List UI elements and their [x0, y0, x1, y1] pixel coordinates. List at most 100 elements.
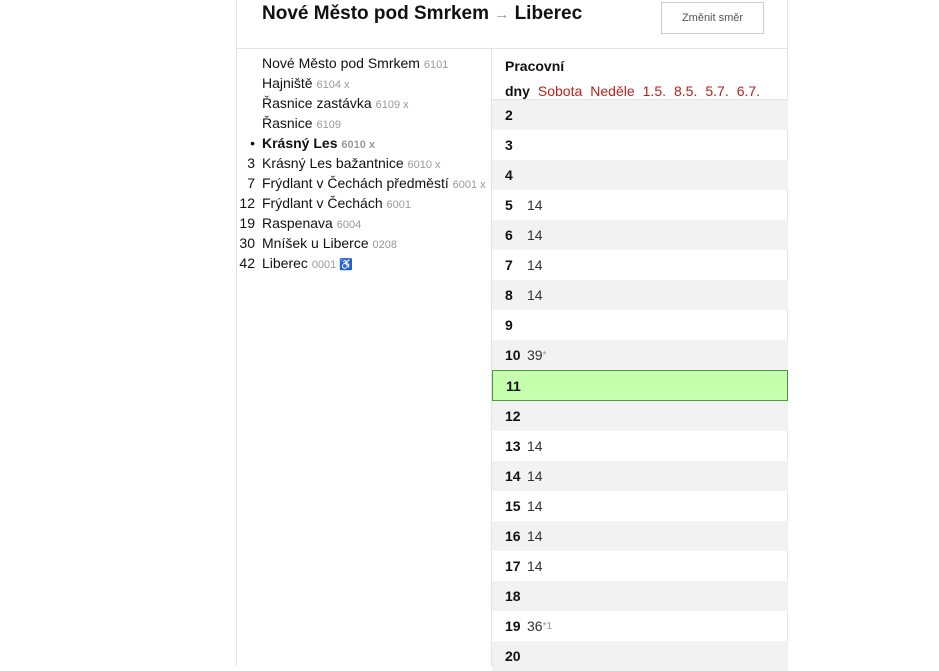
departure-minute[interactable]: 14 [527, 528, 543, 544]
stop-code: 6001 [386, 199, 411, 211]
departure-minute[interactable]: 14 [527, 287, 543, 303]
departure-minute[interactable]: 14 [527, 227, 543, 243]
stop-label: Krásný Les 6010 x [262, 134, 375, 154]
footnote-mark: *1 [542, 620, 553, 632]
hour: 2 [505, 107, 513, 123]
stop-item[interactable]: 7 Frýdlant v Čechách předměstí 6001 x [237, 174, 491, 194]
arrow-icon: → [494, 6, 510, 23]
stop-code: 6109 x [375, 99, 409, 111]
hour: 17 [505, 558, 521, 574]
hour-row: 10 39 * [492, 340, 788, 370]
stop-item[interactable]: Hajniště 6104 x [237, 74, 491, 94]
day-tabs: Pracovní dny Sobota Neděle 1.5. 8.5. 5.7. 6.7. [492, 49, 788, 100]
hour: 15 [505, 498, 521, 514]
stop-item[interactable]: • Krásný Les 6010 x [237, 134, 491, 154]
hour: 3 [505, 137, 513, 153]
stop-minutes: 12 [239, 195, 255, 211]
departure-minute[interactable]: 14 [527, 197, 543, 213]
stop-label: Řasnice zastávka 6109 x [262, 94, 409, 114]
hour: 11 [506, 377, 521, 394]
stop-code: 6109 [316, 119, 341, 131]
hour-row: 15 14 [492, 491, 788, 521]
stop-label: Krásný Les bažantnice 6010 x [262, 154, 441, 174]
departure-minute[interactable]: 39 [527, 347, 543, 363]
stop-label: Liberec 0001 ♿ [262, 254, 353, 274]
day-tab[interactable]: 6.7. [736, 83, 761, 99]
stop-label: Řasnice 6109 [262, 114, 341, 134]
stop-code: 6001 x [452, 179, 486, 191]
stop-minutes: 42 [239, 255, 255, 271]
hour-row: 20 [492, 641, 788, 671]
destination: Liberec [514, 3, 583, 24]
stop-minutes [237, 94, 262, 114]
hour-row: 6 14 [492, 220, 788, 250]
stop-name: Raspenava [262, 215, 333, 231]
stop-name: Hajniště [262, 75, 313, 91]
stop-label: Mníšek u Liberce 0208 [262, 234, 397, 254]
stop-list: Nové Město pod Smrkem 6101 Hajniště 6104 … [237, 54, 491, 274]
hour-row: 17 14 [492, 551, 788, 581]
stop-label: Raspenava 6004 [262, 214, 361, 234]
hour-row: 12 [492, 401, 788, 431]
stop-minutes [237, 74, 262, 94]
stop-minutes: 7 [247, 175, 255, 191]
hour: 5 [505, 197, 513, 213]
footnote-mark: * [542, 349, 547, 361]
departure-minute[interactable]: 36 [527, 618, 543, 634]
stop-item[interactable]: 30 Mníšek u Liberce 0208 [237, 234, 491, 254]
page-title: Nové Město pod Smrkem → Liberec [262, 3, 582, 25]
day-tab[interactable]: 1.5. [642, 83, 666, 99]
stop-item[interactable]: 42 Liberec 0001 ♿ [237, 254, 491, 274]
hour: 20 [505, 648, 521, 664]
departure-minute[interactable]: 14 [527, 468, 543, 484]
stop-label: Nové Město pod Smrkem 6101 [262, 54, 448, 74]
day-tab[interactable]: Pracovní dny [505, 58, 565, 99]
departure-minute[interactable]: 14 [527, 498, 543, 514]
stop-minutes [237, 54, 262, 74]
hour-row: 9 [492, 310, 788, 340]
change-direction-button[interactable]: Změnit směr [661, 2, 764, 34]
stop-code: 6010 x [407, 159, 441, 171]
hour-row: 3 [492, 130, 788, 160]
stop-item[interactable]: Řasnice zastávka 6109 x [237, 94, 491, 114]
hour: 16 [505, 528, 521, 544]
departure-minute[interactable]: 14 [527, 257, 543, 273]
stop-item[interactable]: 12 Frýdlant v Čechách 6001 [237, 194, 491, 214]
stop-name: Frýdlant v Čechách [262, 195, 383, 211]
stop-name: Mníšek u Liberce [262, 235, 369, 251]
stop-item[interactable]: 19 Raspenava 6004 [237, 214, 491, 234]
hour-row: 4 [492, 160, 788, 190]
hour: 9 [505, 317, 513, 333]
hour-row: 11 [492, 370, 788, 401]
day-tab[interactable]: 5.7. [705, 83, 729, 99]
departures: Pracovní dny Sobota Neděle 1.5. 8.5. 5.7. 6.7.… [491, 49, 788, 671]
day-tab[interactable]: 8.5. [674, 83, 698, 99]
hour-row: 14 14 [492, 461, 788, 491]
day-tab[interactable]: Neděle [590, 83, 635, 99]
departure-minute[interactable]: 14 [527, 438, 543, 454]
hour-row: 18 [492, 581, 788, 611]
timetable-panel: Nové Město pod Smrkem → Liberec Změnit s… [236, 0, 788, 671]
day-tab[interactable]: Sobota [537, 83, 583, 99]
hour-table: 2 3 4 5 14 6 14 7 14 8 14 9 10 39 * 11 12 13 14 14 14 15 14 16 1… [492, 100, 788, 671]
stop-code: 6101 [423, 59, 449, 71]
stop-item[interactable]: Nové Město pod Smrkem 6101 [237, 54, 491, 74]
stop-item[interactable]: Řasnice 6109 [237, 114, 491, 134]
stop-label: Frýdlant v Čechách 6001 [262, 194, 411, 214]
origin: Nové Město pod Smrkem [262, 3, 489, 24]
departure-minute[interactable]: 14 [527, 558, 543, 574]
hour: 10 [505, 347, 521, 363]
hour: 6 [505, 227, 513, 243]
hour: 7 [505, 257, 513, 273]
stop-name: Řasnice zastávka [262, 95, 372, 111]
stop-minutes [237, 114, 262, 134]
hour-row: 2 [492, 100, 788, 130]
hour: 12 [505, 408, 521, 424]
stop-minutes: 30 [239, 235, 255, 251]
hour-row: 19 36 *1 [492, 611, 788, 641]
stop-code: 6104 x [316, 79, 350, 91]
hour: 8 [505, 287, 513, 303]
stop-code: 0001 ♿ [311, 259, 354, 271]
stop-item[interactable]: 3 Krásný Les bažantnice 6010 x [237, 154, 491, 174]
stop-name: Řasnice [262, 115, 313, 131]
